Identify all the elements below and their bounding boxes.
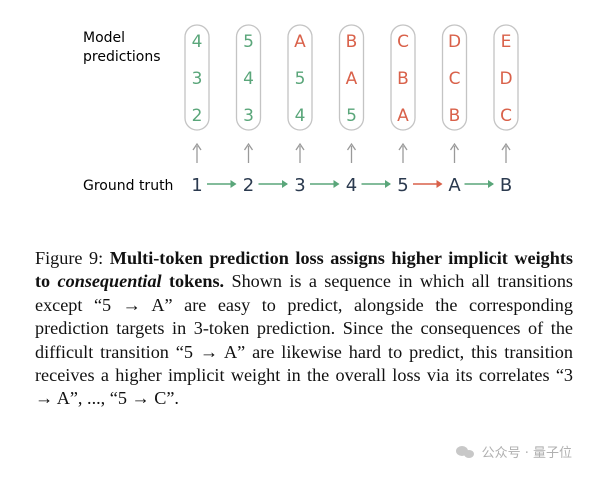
caption-bold-part-2: tokens. <box>169 271 225 292</box>
prediction-box <box>493 24 519 131</box>
ground-truth-token: 3 <box>294 175 305 196</box>
prediction-token: 5 <box>243 32 254 52</box>
prediction-column: CBA <box>390 24 416 131</box>
prediction-column: 5 4 3 <box>235 24 262 131</box>
transition-arrow-head <box>230 180 237 188</box>
prediction-token: C <box>397 32 409 52</box>
prediction-token: A <box>397 106 409 126</box>
up-arrow-head <box>346 142 357 151</box>
caption-bold-italic: consequential <box>57 271 162 292</box>
transition-arrow-head <box>488 180 494 188</box>
prediction-column: 4 3 2 <box>184 24 210 131</box>
up-arrows <box>192 142 511 163</box>
figure-label: Figure 9: <box>35 248 104 268</box>
prediction-token: 4 <box>192 32 203 52</box>
prediction-token: 4 <box>295 106 306 126</box>
prediction-token: 3 <box>192 69 203 89</box>
prediction-column: EDC <box>493 24 519 131</box>
up-arrow-head <box>243 142 254 151</box>
ground-truth-label: Ground truth <box>83 178 173 194</box>
prediction-column: BA 5 <box>338 24 365 131</box>
prediction-token: A <box>346 69 358 89</box>
up-arrow-head <box>295 142 305 151</box>
prediction-box <box>184 24 210 131</box>
figure-caption: Figure 9: Multi-token prediction loss as… <box>35 247 573 411</box>
ground-truth-token: A <box>448 175 461 196</box>
prediction-token: C <box>449 69 461 89</box>
prediction-token: B <box>449 106 461 126</box>
prediction-box <box>287 24 313 131</box>
prediction-token: C <box>500 106 512 126</box>
prediction-token: 2 <box>192 106 203 126</box>
watermark-text: 公众号 · 量子位 <box>481 446 572 461</box>
ground-truth-token: 4 <box>346 175 357 196</box>
up-arrow-head <box>501 142 511 151</box>
wechat-logo-icon <box>455 444 476 460</box>
transition-arrow-head <box>333 180 340 188</box>
prediction-box <box>390 24 416 131</box>
model-predictions-label-line1: Model <box>83 30 125 46</box>
prediction-column: A 5 4 <box>287 24 313 131</box>
caption-bold-part-1: Multi-token prediction loss assigns high… <box>35 248 573 292</box>
transition-arrow-head <box>385 180 391 188</box>
prediction-token: 4 <box>243 69 254 89</box>
ground-truth-sequence: 1 2 3 4 5 A B <box>191 175 512 196</box>
token-diagram: Model predictions 432543A54BA5CBADCBEDC … <box>83 24 519 196</box>
prediction-box <box>441 24 468 131</box>
ground-truth-token: B <box>500 175 512 196</box>
ground-truth-token: 2 <box>243 175 254 196</box>
prediction-column: DCB <box>441 24 468 131</box>
ground-truth-token: 5 <box>397 175 408 196</box>
prediction-token: D <box>448 32 461 52</box>
prediction-box <box>235 24 262 131</box>
model-predictions-label-line2: predictions <box>83 49 161 65</box>
prediction-box <box>338 24 365 131</box>
transition-arrow-head <box>436 180 443 188</box>
up-arrow-head <box>398 142 408 151</box>
prediction-token: E <box>501 32 512 52</box>
prediction-token: B <box>397 69 409 89</box>
watermark: 公众号 · 量子位 <box>455 442 572 461</box>
up-arrow-head <box>449 142 460 151</box>
up-arrow-head <box>192 142 202 151</box>
ground-truth-token: 1 <box>191 175 202 196</box>
transition-arrow-head <box>282 180 288 188</box>
prediction-token: A <box>294 32 306 52</box>
prediction-token: 5 <box>295 69 306 89</box>
prediction-token: B <box>346 32 358 52</box>
prediction-token: 3 <box>243 106 254 126</box>
caption-body: Shown is a sequence in which all transit… <box>35 271 574 409</box>
prediction-token: D <box>499 69 512 89</box>
prediction-token: 5 <box>346 106 357 126</box>
